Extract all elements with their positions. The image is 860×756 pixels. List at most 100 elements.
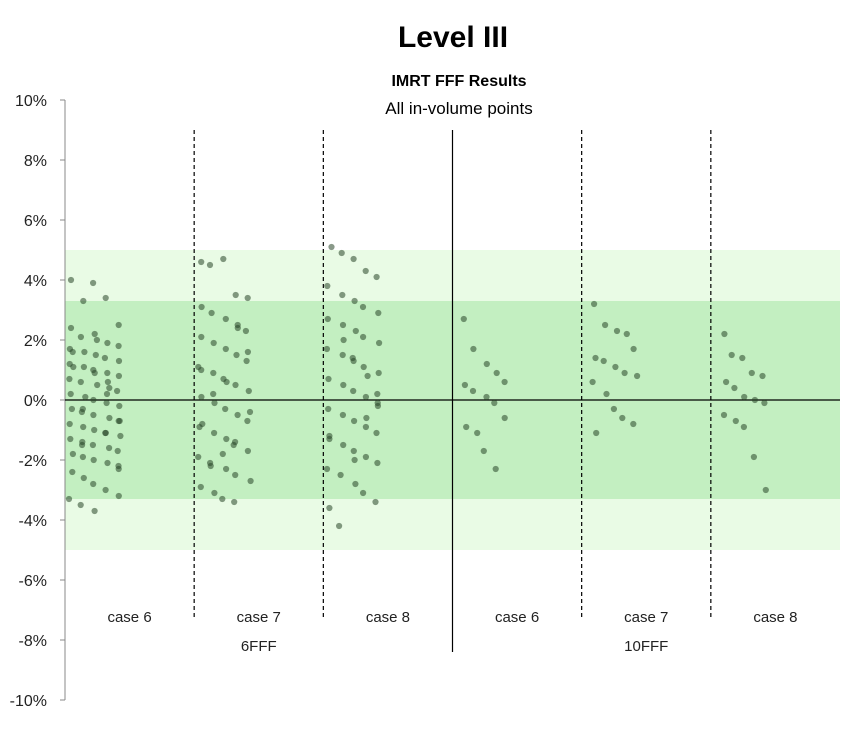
data-point — [211, 429, 218, 437]
data-point — [210, 369, 217, 377]
data-point — [195, 453, 202, 461]
data-point — [351, 456, 358, 464]
data-point — [198, 303, 205, 311]
data-point — [198, 258, 205, 266]
data-point — [115, 465, 122, 473]
y-tick-label: 2% — [24, 333, 47, 350]
data-point — [199, 420, 206, 428]
data-point — [501, 378, 508, 386]
data-point — [106, 384, 113, 392]
data-point — [67, 324, 75, 332]
data-point — [362, 453, 369, 461]
data-point — [232, 471, 239, 479]
data-point — [352, 480, 359, 488]
data-point — [80, 297, 87, 305]
data-point — [103, 390, 111, 398]
data-point — [198, 366, 205, 374]
data-point — [621, 369, 628, 377]
data-point — [67, 435, 74, 443]
data-point — [480, 447, 487, 455]
data-point — [222, 345, 229, 353]
data-point — [103, 399, 110, 407]
data-point — [242, 327, 249, 335]
data-point — [102, 429, 109, 437]
data-point — [324, 282, 331, 290]
data-point — [324, 315, 331, 323]
data-point — [198, 393, 205, 401]
data-point — [92, 351, 99, 359]
data-point — [81, 348, 88, 356]
data-point — [375, 369, 382, 377]
data-point — [336, 522, 343, 530]
case-label: case 7 — [237, 609, 281, 626]
y-tick-label: 8% — [24, 153, 47, 170]
data-point — [492, 465, 499, 473]
data-point — [232, 438, 239, 446]
data-point — [491, 399, 498, 407]
y-tick-labels: 10% 8% 6% 4% 2% 0% -2% -4% -6% -8% -10% — [10, 93, 47, 710]
data-point — [630, 345, 637, 353]
data-point — [77, 333, 84, 341]
data-point — [116, 402, 123, 410]
data-point — [102, 486, 109, 494]
data-point — [247, 477, 254, 485]
data-point — [115, 492, 122, 500]
data-point — [501, 414, 508, 422]
data-point — [630, 420, 637, 428]
data-point — [220, 255, 227, 263]
data-point — [70, 363, 77, 371]
data-point — [68, 405, 75, 413]
data-point — [69, 348, 76, 356]
data-point — [91, 507, 98, 515]
data-point — [211, 399, 218, 407]
data-point — [721, 330, 728, 338]
case-dividers — [193, 130, 712, 652]
data-point — [723, 378, 730, 386]
data-point — [115, 372, 122, 380]
data-point — [612, 363, 619, 371]
data-point — [326, 432, 333, 440]
data-point — [91, 369, 98, 377]
data-point — [206, 261, 214, 269]
data-point — [233, 351, 240, 359]
data-point — [234, 324, 241, 332]
y-tick-label: -8% — [19, 633, 47, 650]
data-point — [338, 249, 345, 257]
case-label: case 8 — [366, 609, 410, 626]
data-point — [91, 426, 98, 434]
data-point — [69, 450, 76, 458]
data-point — [93, 336, 100, 344]
data-point — [104, 378, 111, 386]
data-point — [232, 291, 239, 299]
data-point — [374, 402, 381, 410]
data-point — [223, 378, 230, 386]
data-point — [350, 255, 357, 263]
data-point — [610, 405, 618, 413]
data-point — [364, 372, 371, 380]
data-point — [210, 390, 217, 398]
data-point — [223, 465, 230, 473]
data-point — [219, 450, 226, 458]
data-point — [740, 423, 748, 431]
data-point — [728, 351, 735, 359]
data-point — [80, 363, 87, 371]
y-tick-label: -10% — [10, 693, 47, 710]
data-point — [234, 411, 241, 419]
data-point — [741, 393, 748, 401]
chart-title: Level III — [398, 21, 508, 54]
data-point — [80, 423, 87, 431]
data-point — [114, 447, 121, 455]
data-point — [115, 342, 122, 350]
data-point — [91, 330, 98, 338]
data-point — [244, 417, 251, 425]
y-tick-label: -2% — [19, 453, 47, 470]
data-point — [117, 432, 124, 440]
group-label: 10FFF — [624, 638, 668, 655]
data-point — [340, 381, 347, 389]
data-point — [104, 459, 111, 467]
data-point — [373, 273, 380, 281]
y-tick-label: -6% — [19, 573, 47, 590]
data-point — [748, 369, 755, 377]
data-point — [750, 453, 758, 461]
